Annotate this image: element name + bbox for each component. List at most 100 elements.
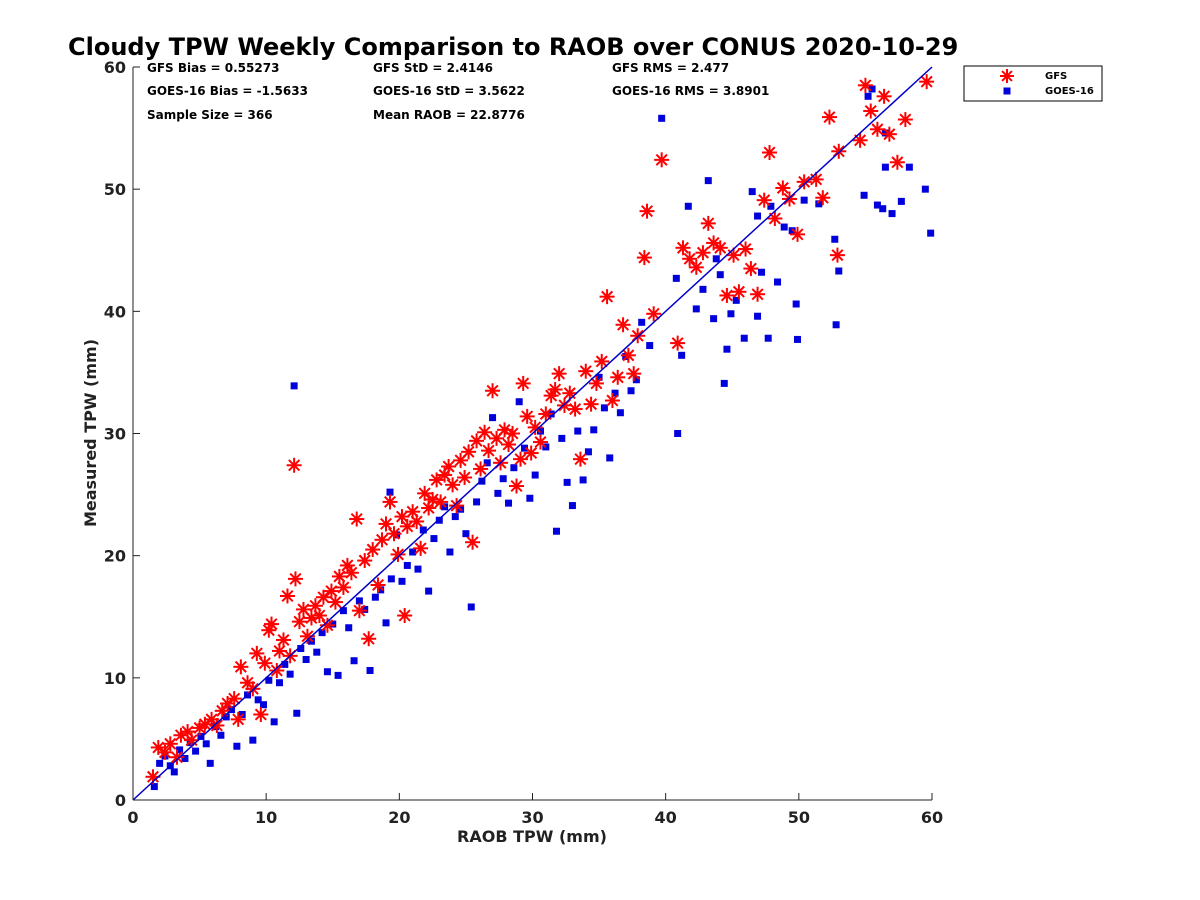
gfs-point — [610, 369, 626, 385]
gfs-point — [509, 478, 525, 494]
stat-annotation: GOES-16 RMS = 3.8901 — [612, 84, 769, 98]
goes-16-point — [275, 679, 283, 687]
gfs-point — [413, 540, 429, 556]
gfs-point — [457, 469, 473, 485]
goes-16-point — [150, 783, 158, 791]
gfs-point — [319, 617, 335, 633]
y-tick-label: 40 — [104, 302, 126, 321]
goes-16-point — [835, 267, 843, 275]
legend-goes-16-label: GOES-16 — [1045, 86, 1094, 97]
gfs-point — [588, 375, 604, 391]
goes-16-point — [377, 586, 385, 594]
gfs-point — [485, 383, 501, 399]
goes-16-point — [462, 530, 470, 538]
gfs-point — [275, 632, 291, 648]
stat-annotation: GFS StD = 2.4146 — [373, 61, 493, 75]
goes-16-point — [293, 709, 301, 717]
goes-16-point — [723, 345, 731, 353]
x-tick-label: 40 — [655, 808, 677, 827]
goes-16-point — [536, 427, 544, 435]
goes-16-point — [339, 607, 347, 615]
gfs-point — [378, 516, 394, 532]
goes-16-point — [505, 499, 513, 507]
goes-16-point — [254, 696, 262, 704]
gfs-point — [919, 74, 935, 90]
gfs-point — [767, 210, 783, 226]
goes-16-point — [595, 373, 603, 381]
goes-16-point — [888, 210, 896, 218]
gfs-point — [578, 363, 594, 379]
x-tick-label: 50 — [788, 808, 810, 827]
gfs-point — [513, 451, 529, 467]
stat-annotation: Sample Size = 366 — [147, 108, 273, 122]
goes-16-point — [361, 605, 369, 613]
gfs-point — [695, 245, 711, 261]
gfs-point — [417, 485, 433, 501]
goes-16-point — [181, 754, 189, 762]
gfs-point — [881, 126, 897, 142]
goes-16-point — [881, 129, 889, 137]
goes-16-point — [297, 645, 305, 653]
goes-16-point — [921, 185, 929, 193]
goes-16-point — [419, 526, 427, 534]
gfs-point — [583, 396, 599, 412]
goes-16-point — [678, 351, 686, 359]
gfs-point — [249, 645, 265, 661]
gfs-point — [349, 511, 365, 527]
gfs-point — [445, 477, 461, 493]
gfs-point — [409, 513, 425, 529]
gfs-point — [429, 472, 445, 488]
goes-16-point — [281, 660, 289, 668]
gfs-point — [157, 744, 173, 760]
stats-annotations: GFS Bias = 0.55273 GFS StD = 2.4146 GFS RM… — [147, 61, 769, 122]
goes-16-point — [217, 731, 225, 739]
goes-16-point — [774, 278, 782, 286]
gfs-point — [654, 152, 670, 168]
gfs-point — [374, 532, 390, 548]
gfs-point — [821, 109, 837, 125]
legend-box — [963, 65, 1103, 102]
goes-16-point — [710, 315, 718, 323]
goes-16-point — [398, 577, 406, 585]
goes-16-point — [674, 430, 682, 437]
goes-16-point — [905, 163, 913, 171]
goes-16-point — [754, 212, 762, 220]
gfs-point — [370, 577, 386, 593]
gfs-point — [299, 628, 315, 644]
legend-gfs-label: GFS — [1045, 71, 1067, 82]
goes-16-point — [552, 527, 560, 535]
goes-16-point — [286, 670, 294, 678]
goes-16-point — [403, 561, 411, 569]
gfs-point — [738, 241, 754, 257]
goes-16-point — [329, 620, 337, 628]
gfs-point — [670, 335, 686, 351]
gfs-point — [473, 461, 489, 477]
gfs-point — [361, 631, 377, 647]
goes-16-point — [646, 342, 654, 350]
goes-16-point — [233, 742, 241, 750]
gfs-point — [857, 77, 873, 93]
goes-16-point — [531, 471, 539, 479]
gfs-point — [287, 571, 303, 587]
goes-16-point — [879, 205, 887, 213]
goes-16-point — [699, 285, 707, 293]
stat-annotation: GOES-16 StD = 3.5622 — [373, 84, 525, 98]
gfs-point — [863, 103, 879, 119]
legend-goes-16-marker — [1003, 87, 1011, 95]
gfs-point — [567, 401, 583, 417]
y-tick-label: 50 — [104, 180, 126, 199]
gfs-point — [829, 247, 845, 263]
goes-16-point — [222, 713, 230, 721]
goes-16-point — [345, 624, 353, 632]
goes-16-point — [712, 255, 720, 263]
goes-16-point — [387, 575, 395, 583]
goes-16-point — [792, 300, 800, 308]
gfs-point — [636, 250, 652, 266]
one-to-one-line — [132, 66, 933, 801]
gfs-point — [547, 382, 563, 398]
gfs-point — [162, 736, 178, 752]
gfs-point — [351, 603, 367, 619]
goes-16-point — [409, 548, 417, 556]
gfs-point — [639, 203, 655, 219]
gfs-point — [712, 240, 728, 256]
